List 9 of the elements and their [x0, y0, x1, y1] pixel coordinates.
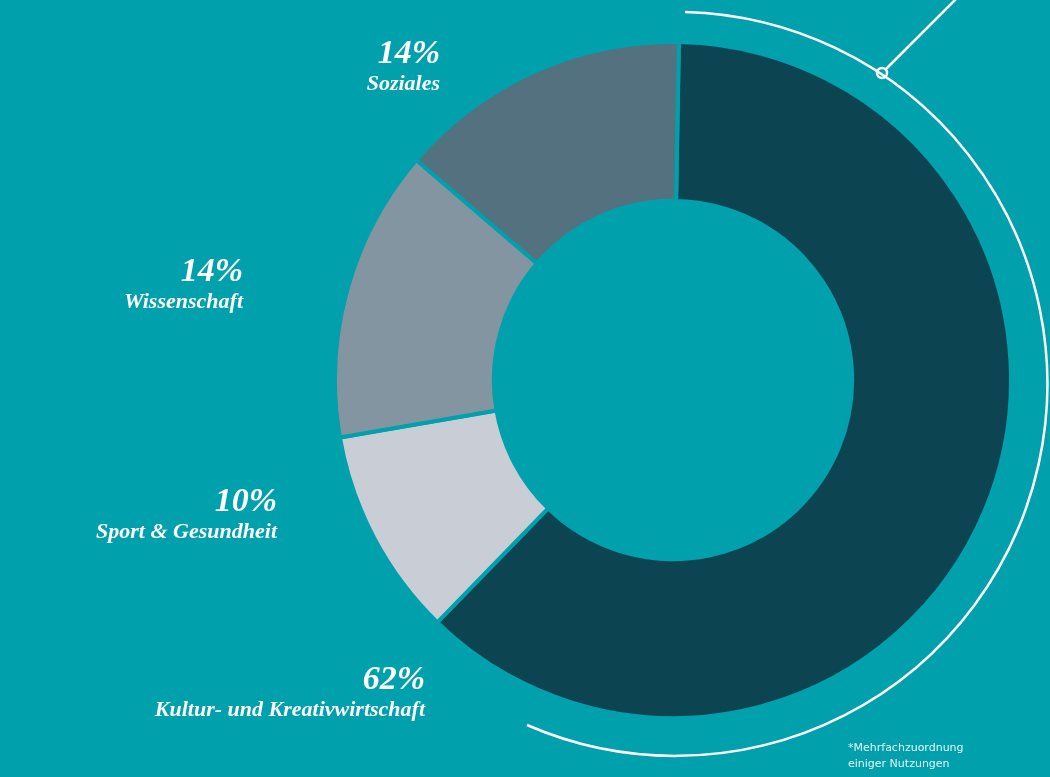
slice-label: Sport & Gesundheit [96, 518, 277, 544]
slice-label: Soziales [366, 70, 440, 96]
data-label: 10% [213, 481, 277, 518]
slice-label: Wissenschaft [124, 288, 243, 314]
slice-label: Kultur- und Kreativwirtschaft [154, 696, 425, 722]
data-label: 14% [376, 33, 440, 70]
data-label: 14% [179, 251, 243, 288]
text: *Mehrfachzuordnung einiger Nutzungen [848, 740, 965, 772]
data-label: 62% [361, 659, 425, 696]
